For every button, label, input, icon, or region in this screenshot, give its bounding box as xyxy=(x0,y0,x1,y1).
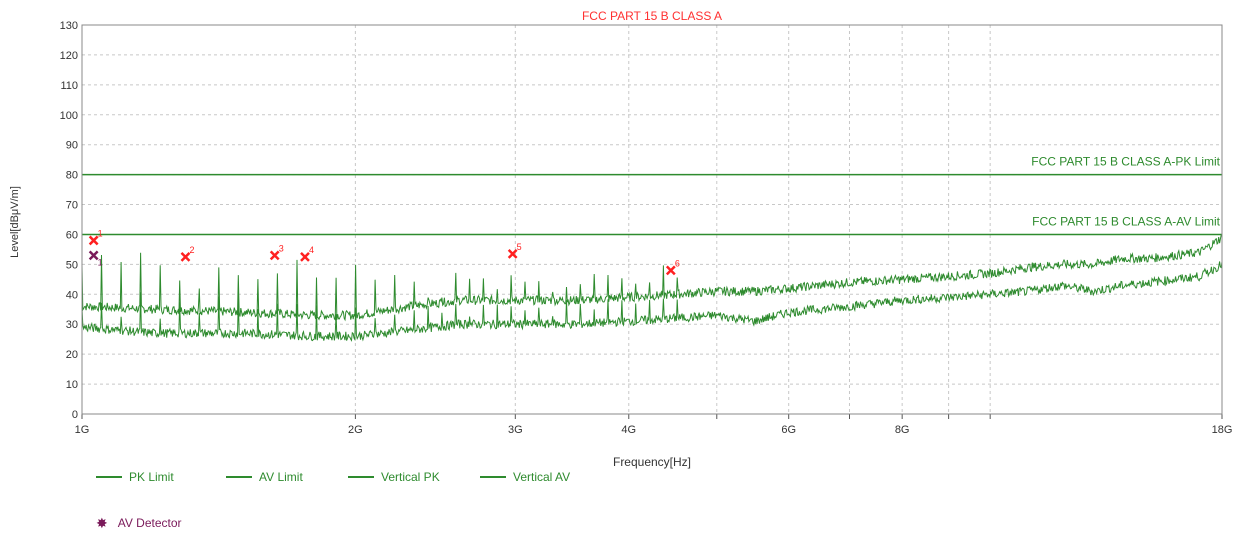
legend-item-pk-limit: PK Limit xyxy=(96,470,174,484)
marker-label: 4 xyxy=(309,245,314,255)
y-tick-label: 80 xyxy=(66,170,78,182)
legend-item-vertical-av: Vertical AV xyxy=(480,470,570,484)
marker-label: 2 xyxy=(189,245,194,255)
marker-label: 1 xyxy=(98,257,103,267)
legend-label: PK Limit xyxy=(129,470,174,484)
y-tick-label: 120 xyxy=(60,50,78,62)
x-tick-label: 2G xyxy=(348,424,363,436)
series xyxy=(81,234,1223,342)
x-axis-label: Frequency[Hz] xyxy=(613,455,691,469)
legend-swatch xyxy=(348,476,374,478)
legend-swatch xyxy=(480,476,506,478)
limit-lines: FCC PART 15 B CLASS A-PK Limit FCC PART 1… xyxy=(82,155,1222,236)
marker-point xyxy=(88,250,99,261)
legend-item-av-limit: AV Limit xyxy=(226,470,303,484)
chart-title: FCC PART 15 B CLASS A xyxy=(582,9,722,23)
legend-label: Vertical PK xyxy=(381,470,440,484)
y-tick-label: 70 xyxy=(66,200,78,212)
y-tick-label: 10 xyxy=(66,379,78,391)
marker-point xyxy=(88,235,99,246)
y-tick-label: 0 xyxy=(72,409,78,421)
y-tick-label: 50 xyxy=(66,259,78,271)
marker-point xyxy=(665,265,676,276)
x-tick-label: 4G xyxy=(621,424,636,436)
legend-label: Vertical AV xyxy=(513,470,571,484)
y-tick-label: 110 xyxy=(60,80,78,92)
marker-label: 5 xyxy=(517,242,522,252)
marker-label: 1 xyxy=(98,228,103,238)
y-tick-label: 20 xyxy=(66,349,78,361)
av-detector-icon: ✸ xyxy=(96,515,108,531)
y-tick-label: 130 xyxy=(60,20,78,32)
x-tick-label: 3G xyxy=(508,424,523,436)
legend-label: AV Detector xyxy=(117,516,182,530)
legend-label: AV Limit xyxy=(259,470,303,484)
marker-point xyxy=(180,252,191,262)
legend: PK Limit AV Limit Vertical PK Vertical A… xyxy=(96,470,696,490)
x-tick-label: 1G xyxy=(75,424,90,436)
y-axis-label: Level[dBμV/m] xyxy=(9,186,21,258)
plot-frame xyxy=(81,24,1223,415)
marker-point xyxy=(269,250,280,261)
markers: 1 2 3 4 5 6 1 xyxy=(88,228,680,276)
legend-swatch xyxy=(226,476,252,478)
y-tick-label: 100 xyxy=(60,110,78,122)
series-line xyxy=(81,261,1223,342)
y-tick-label: 40 xyxy=(66,289,78,301)
axes: 0 10 20 30 40 50 60 70 80 90 100 110 120 130 1G 2G 3G 4G 6… xyxy=(60,20,1233,436)
y-tick-label: 90 xyxy=(66,140,78,152)
limit-label: FCC PART 15 B CLASS A-PK Limit xyxy=(1031,155,1220,169)
marker-point xyxy=(507,249,518,259)
legend-item-vertical-pk: Vertical PK xyxy=(348,470,440,484)
legend-swatch xyxy=(96,476,122,478)
marker-point xyxy=(300,252,310,262)
x-tick-label: 18G xyxy=(1212,424,1233,436)
y-tick-label: 30 xyxy=(66,319,78,331)
x-tick-label: 6G xyxy=(781,424,796,436)
legend-item-av-detector: ✸ AV Detector xyxy=(96,516,182,530)
series-line xyxy=(81,234,1223,322)
marker-label: 3 xyxy=(279,243,284,253)
marker-label: 6 xyxy=(675,258,680,268)
y-tick-label: 60 xyxy=(66,229,78,241)
limit-label: FCC PART 15 B CLASS A-AV Limit xyxy=(1032,214,1221,228)
x-tick-label: 8G xyxy=(895,424,910,436)
